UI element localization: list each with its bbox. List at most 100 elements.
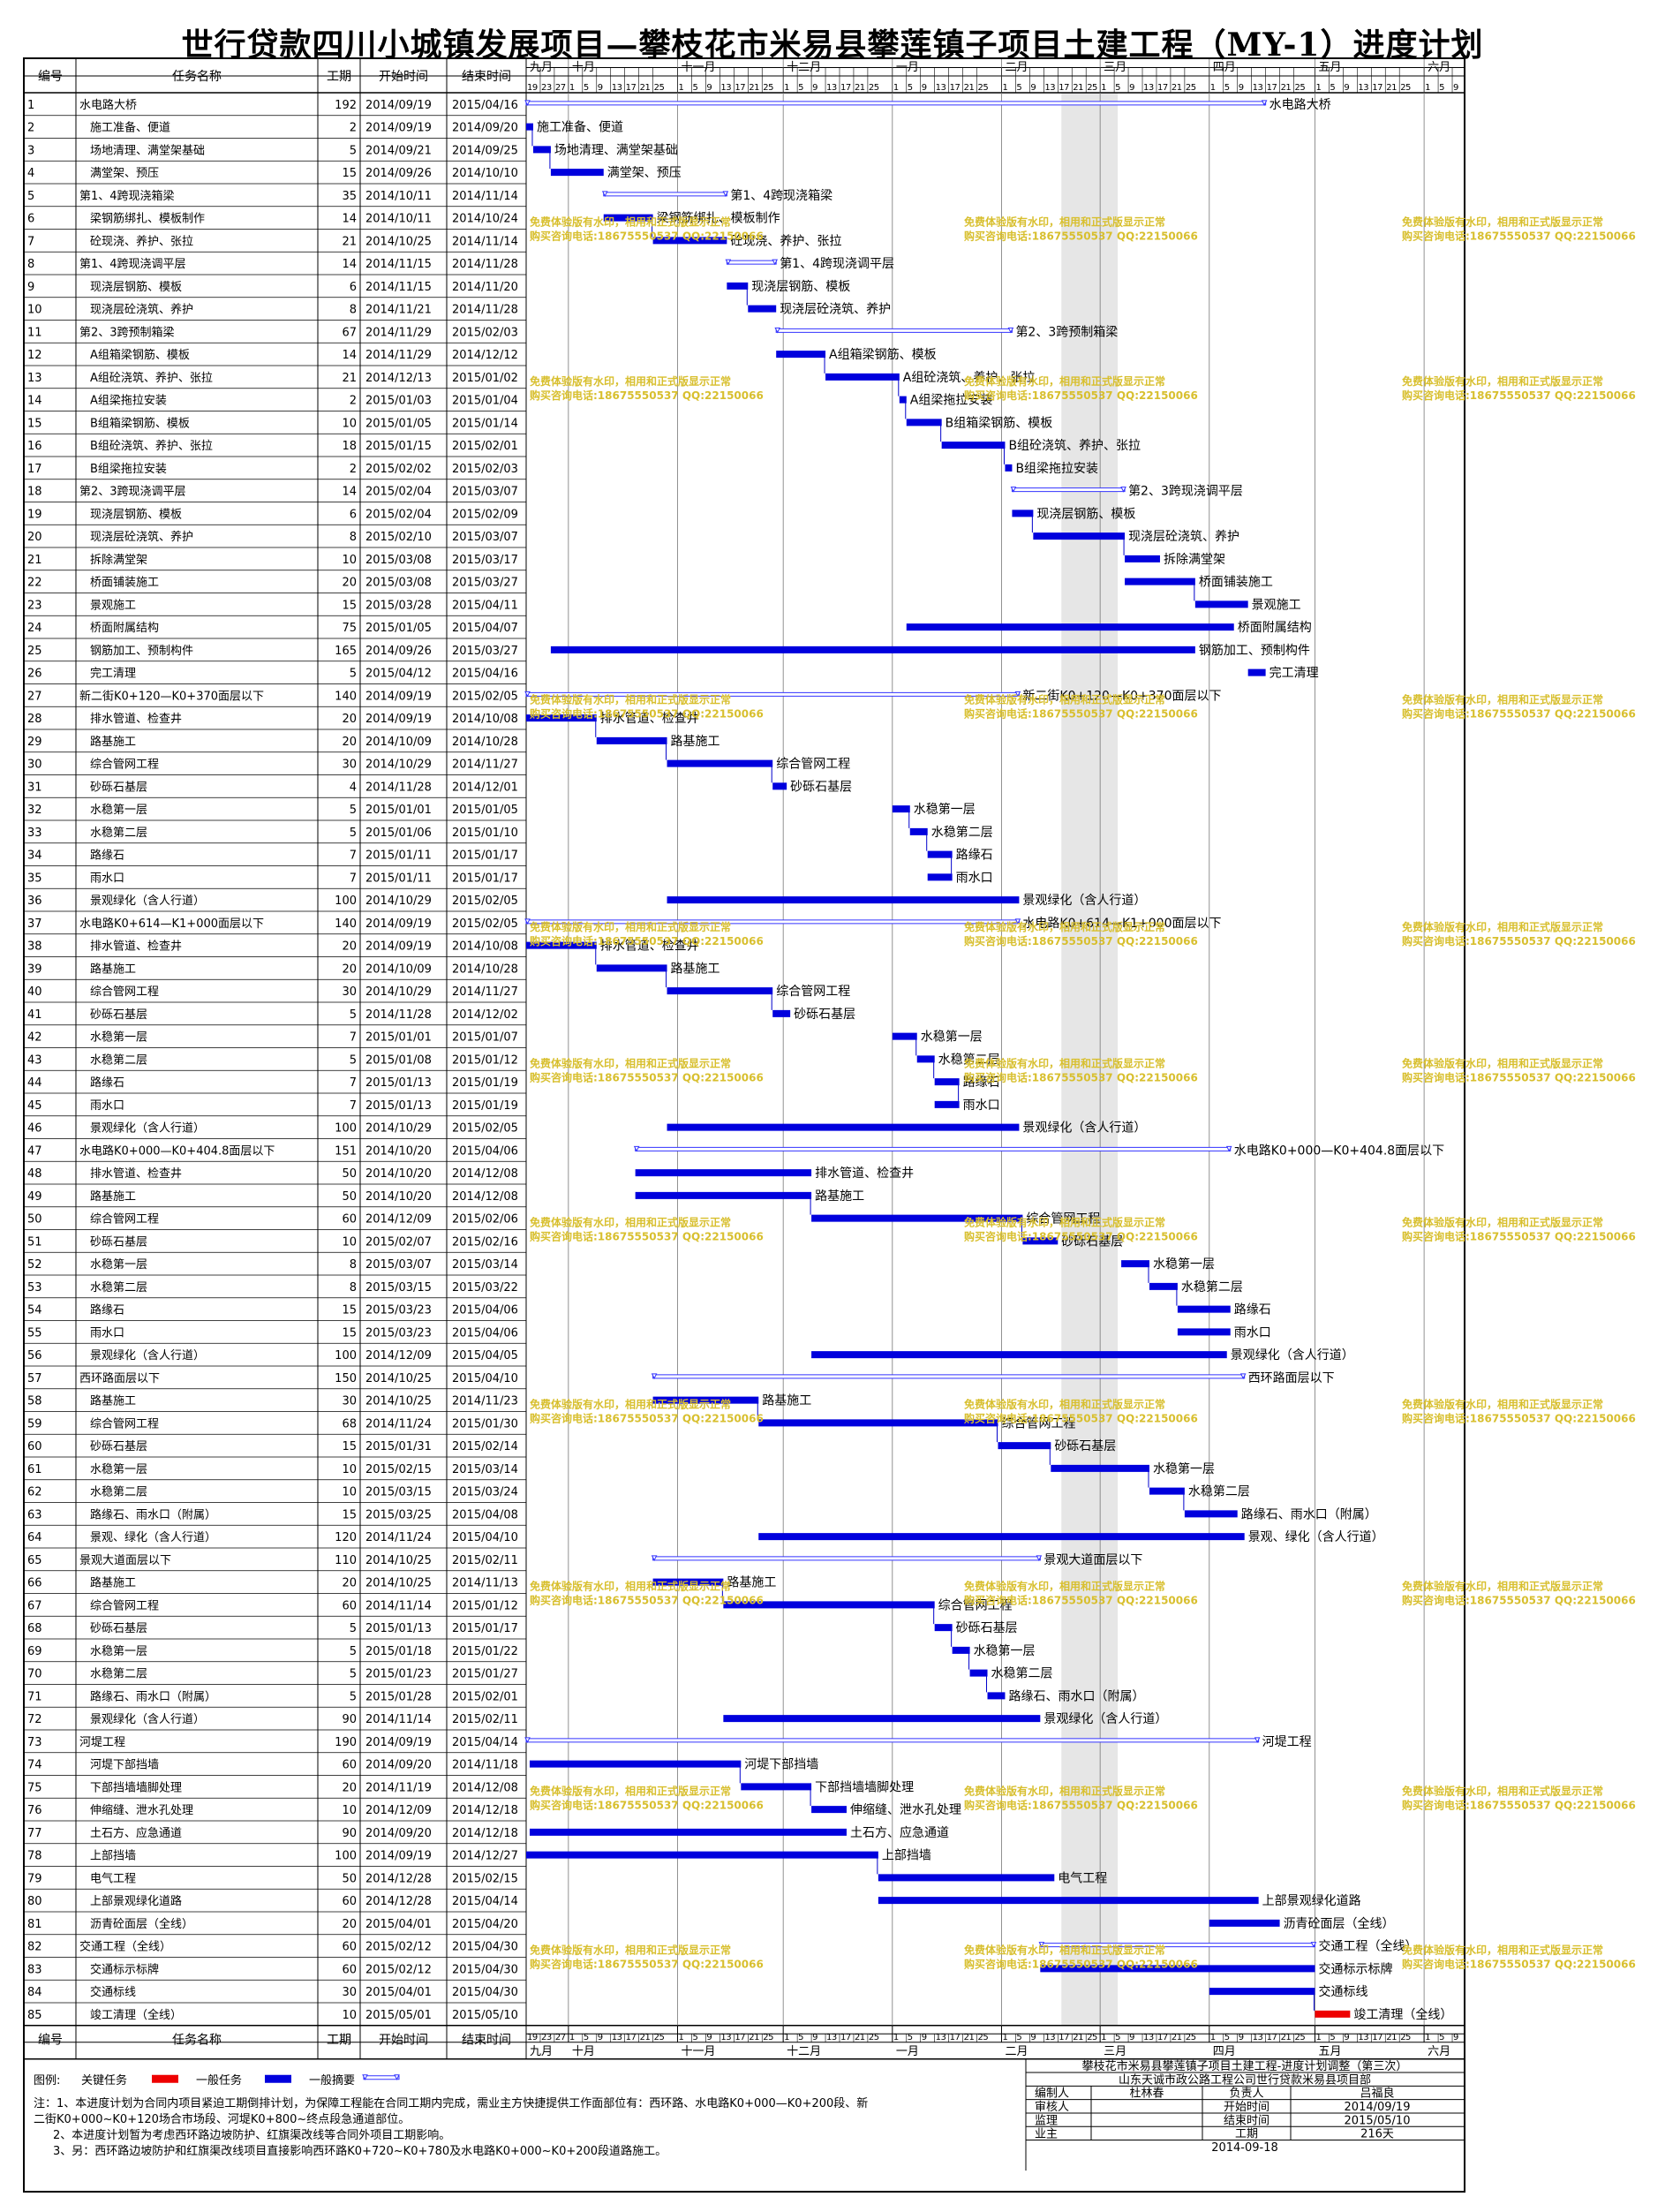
task-duration: 15	[342, 1304, 357, 1317]
task-id: 68	[27, 1622, 42, 1635]
task-id: 6	[27, 213, 34, 226]
task-id: 11	[27, 326, 42, 339]
task-duration: 10	[342, 1463, 357, 1476]
watermark-text: 免费体验版有水印，相用和正式版显示正常	[964, 1580, 1165, 1593]
day-tick-label-footer: 21	[640, 2033, 651, 2042]
bar-label: 砂砾石基层	[1054, 1438, 1116, 1453]
day-tick-label-footer: 13	[1143, 2033, 1154, 2042]
task-duration: 90	[342, 1713, 357, 1726]
month-label: 十月	[572, 61, 595, 74]
task-id: 30	[27, 759, 42, 772]
task-end: 2015/04/10	[452, 1372, 518, 1385]
task-id: 29	[27, 736, 42, 749]
task-name: 水稳第二层	[90, 1280, 147, 1295]
watermark-text: 免费体验版有水印，相用和正式版显示正常	[530, 215, 731, 229]
bar-label: 路缘石、雨水口（附属）	[1241, 1507, 1377, 1521]
summary-cap	[524, 100, 531, 106]
task-name: 综合管网工程	[90, 1213, 159, 1227]
bar-label: A组梁拖拉安装	[910, 394, 993, 408]
watermark-text: 购买咨询电话:18675550537 QQ:22150066	[530, 1070, 764, 1083]
task-bar	[1177, 1328, 1231, 1336]
task-bar	[526, 714, 597, 722]
task-name: 路缘石、雨水口（附属）	[90, 1507, 216, 1521]
summary-cap	[524, 691, 531, 698]
bar-label: 路基施工	[727, 1575, 776, 1590]
task-end: 2015/04/30	[452, 1986, 518, 1999]
task-name: 路缘石	[90, 1303, 124, 1317]
task-id: 45	[27, 1099, 42, 1113]
day-tick-label-footer: 13	[826, 2033, 837, 2042]
summary-bar	[603, 192, 727, 197]
task-end: 2015/03/24	[452, 1486, 518, 1499]
task-duration: 75	[342, 622, 357, 635]
task-end: 2015/03/07	[452, 531, 518, 544]
bar-label: 水稳第一层	[974, 1643, 1036, 1658]
watermark-text: 免费体验版有水印，相用和正式版显示正常	[1402, 1056, 1603, 1069]
task-start: 2015/03/15	[365, 1486, 432, 1499]
task-name: 西环路面层以下	[79, 1371, 160, 1385]
task-duration: 8	[350, 531, 357, 544]
bar-label: 施工准备、便道	[537, 120, 623, 135]
task-bar	[550, 169, 604, 177]
watermark-text: 购买咨询电话:18675550537 QQ:22150066	[530, 1798, 764, 1811]
task-bar	[727, 282, 749, 290]
task-id: 73	[27, 1736, 42, 1749]
task-start: 2015/01/18	[365, 1645, 432, 1658]
signoff-key: 业主	[1035, 2128, 1058, 2141]
task-id: 24	[27, 622, 42, 635]
watermark-text: 购买咨询电话:18675550537 QQ:22150066	[1402, 230, 1636, 243]
task-start: 2015/02/15	[365, 1463, 432, 1476]
task-duration: 50	[342, 1167, 357, 1181]
task-name: 综合管网工程	[90, 1417, 159, 1431]
day-tick-label-footer: 17	[626, 2033, 637, 2042]
summary-bar	[1011, 487, 1126, 493]
task-start: 2014/10/20	[365, 1167, 432, 1181]
task-start: 2014/10/29	[365, 1122, 432, 1136]
day-tick-label-footer: 13	[1253, 2033, 1263, 2042]
day-tick-label: 13	[1143, 83, 1154, 93]
task-name: B组箱梁钢筋、模板	[90, 416, 190, 430]
bar-label: 伸缩缝、泄水孔处理	[850, 1803, 961, 1817]
task-start: 2015/01/08	[365, 1053, 432, 1067]
day-tick-label-footer: 25	[869, 2033, 879, 2042]
task-bar	[934, 1078, 960, 1086]
day-tick-label: 17	[1267, 83, 1277, 93]
task-bar	[952, 1646, 970, 1654]
task-name: A组砼浇筑、养护、张拉	[90, 371, 213, 385]
task-start: 2014/09/19	[365, 713, 432, 726]
day-tick-label: 13	[826, 83, 837, 93]
task-duration: 5	[350, 1622, 357, 1635]
task-id: 54	[27, 1304, 42, 1317]
task-end: 2014/11/28	[452, 258, 518, 271]
bar-label: 雨水口	[956, 871, 993, 885]
day-tick-label: 17	[735, 83, 745, 93]
task-start: 2015/03/28	[365, 599, 432, 612]
task-bar	[878, 1874, 1055, 1882]
watermark-text: 购买咨询电话:18675550537 QQ:22150066	[964, 1230, 1198, 1243]
watermark-text: 免费体验版有水印，相用和正式版显示正常	[964, 1216, 1165, 1229]
day-tick-label: 9	[1129, 83, 1134, 93]
day-tick-label: 17	[1372, 83, 1382, 93]
task-name: 排水管道、检查井	[90, 713, 182, 726]
task-bar	[723, 1601, 935, 1609]
bar-label: 景观、绿化（含人行道）	[1248, 1530, 1384, 1544]
watermark-text: 购买咨询电话:18675550537 QQ:22150066	[964, 1412, 1198, 1425]
task-name: 竣工清理（全线）	[90, 2008, 182, 2022]
bar-label: 河堤下部挡墙	[744, 1758, 818, 1772]
day-tick-label: 23	[541, 83, 552, 93]
task-id: 40	[27, 985, 42, 999]
task-start: 2015/01/13	[365, 1076, 432, 1090]
task-id: 60	[27, 1440, 42, 1453]
task-bar	[1149, 1487, 1185, 1495]
day-tick-label: 17	[950, 83, 961, 93]
task-start: 2014/10/09	[365, 736, 432, 749]
task-id: 2	[27, 122, 34, 135]
signoff-value: 2015/05/10	[1345, 2114, 1411, 2127]
task-bar	[1184, 1510, 1238, 1518]
task-end: 2014/11/14	[452, 190, 518, 203]
legend-critical-swatch	[152, 2074, 178, 2083]
day-tick-label-footer: 17	[840, 2033, 851, 2042]
task-end: 2015/03/14	[452, 1258, 518, 1272]
day-tick-label: 21	[640, 83, 651, 93]
signoff-key: 开始时间	[1224, 2101, 1269, 2114]
